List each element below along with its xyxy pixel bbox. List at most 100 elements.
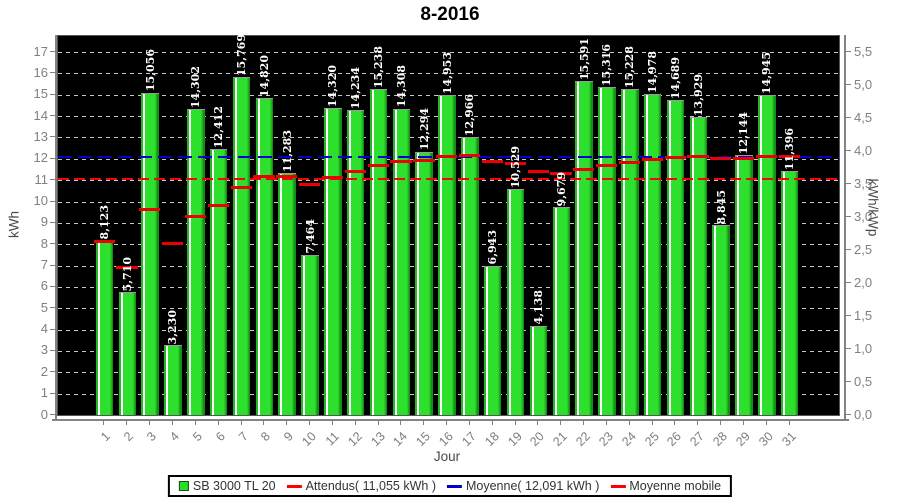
y-axis-right-tick-label: 4,5: [854, 109, 873, 125]
x-axis-tick: [240, 421, 242, 425]
bar-day-16: [438, 94, 456, 415]
bar-value-label: 14,320: [326, 65, 340, 108]
legend-swatch-square: [178, 481, 189, 491]
bar-day-27: [689, 116, 707, 415]
bar-day-11: [324, 108, 342, 415]
moving-average-segment: [733, 156, 755, 160]
y-axis-right-tick-label: 0,0: [854, 406, 873, 422]
x-axis-tick-label: 17: [459, 429, 479, 449]
y-axis-left-tick: [50, 243, 55, 245]
bar-day-6: [209, 149, 228, 415]
x-axis-tick-label: 16: [436, 429, 456, 449]
y-axis-left-tick: [50, 179, 55, 181]
x-axis-tick-label: 18: [481, 429, 502, 449]
x-axis-tick-label: 2: [121, 429, 137, 445]
moving-average-segment: [253, 174, 275, 178]
bar-day-19: [506, 189, 525, 415]
x-axis-tick-label: 25: [641, 429, 662, 449]
bar-day-15: [415, 151, 433, 415]
y-axis-left-tick-label: 10: [33, 193, 48, 208]
bar-value-label: 15,238: [372, 45, 385, 88]
x-axis-tick: [331, 421, 333, 425]
y-axis-right-tick: [846, 84, 851, 85]
x-axis-tick-label: 20: [527, 429, 548, 449]
x-axis-tick: [194, 421, 196, 425]
y-axis-right-tick-label: 5,0: [854, 76, 873, 92]
x-axis-tick: [354, 421, 356, 425]
x-axis-tick: [651, 421, 653, 425]
y-axis-left-tick-label: 5: [40, 299, 48, 315]
bar-value-label: 5,710: [120, 256, 134, 292]
bar-day-24: [621, 88, 639, 415]
y-axis-right-tick: [846, 150, 851, 151]
y-axis-left-tick: [50, 414, 55, 415]
bar-value-label: 15,228: [623, 45, 637, 88]
legend-item-3: Moyenne mobile: [610, 479, 721, 493]
moving-average-segment: [618, 160, 641, 164]
y-axis-right-tick: [846, 51, 851, 52]
y-axis-right-tick: [846, 117, 851, 118]
bar-day-31: [780, 170, 799, 415]
bar-day-2: [118, 292, 136, 415]
x-axis-line: [52, 419, 849, 421]
x-axis-tick-label: 4: [167, 429, 182, 445]
bar-value-label: 15,056: [143, 49, 157, 92]
x-axis-tick-label: 1: [98, 429, 114, 445]
y-axis-left-tick-label: 7: [40, 257, 48, 272]
y-axis-left-tick: [50, 349, 55, 351]
moving-average-segment: [596, 164, 618, 168]
y-axis-right-tick-label: 4,0: [854, 142, 873, 158]
bar-value-label: 14,820: [257, 54, 271, 97]
legend-item-2: Moyenne( 12,091 kWh ): [446, 479, 599, 493]
x-axis-tick: [697, 421, 699, 425]
y-axis-left-tick: [50, 115, 55, 117]
y-axis-right-tick: [846, 348, 851, 349]
y-axis-right-line: [844, 35, 846, 421]
y-axis-left-tick-label: 13: [33, 128, 48, 144]
legend-swatch-line: [446, 484, 462, 488]
x-axis-tick: [149, 421, 151, 425]
x-axis-tick-label: 22: [573, 429, 594, 449]
moving-average-segment: [230, 186, 252, 189]
bar-day-3: [141, 92, 159, 415]
bar-value-label: 12,966: [463, 94, 477, 137]
bar-day-30: [758, 94, 776, 415]
x-axis-tick: [628, 421, 630, 425]
y-axis-left-tick-label: 6: [40, 278, 48, 294]
moving-average-segment: [504, 161, 526, 165]
bar-value-label: 14,234: [349, 67, 363, 110]
y-axis-left-line: [55, 35, 57, 421]
x-axis-tick-label: 13: [367, 429, 388, 449]
y-axis-left-tick-label: 12: [33, 150, 48, 166]
x-axis-tick-label: 23: [596, 429, 616, 449]
legend-swatch-line: [610, 484, 626, 488]
bar-value-label: 14,953: [440, 51, 454, 94]
bar-value-label: 15,591: [577, 38, 591, 81]
legend-swatch-line: [286, 484, 302, 488]
y-axis-left-tick: [50, 371, 55, 373]
legend-item-0: SB 3000 TL 20: [178, 479, 276, 493]
x-axis-tick-label: 14: [390, 429, 411, 449]
y-axis-left-tick: [50, 72, 55, 74]
y-axis-right-tick-label: 0,5: [854, 373, 873, 389]
y-axis-left-tick: [50, 51, 55, 52]
bar-day-28: [712, 225, 730, 415]
y-axis-left-title: kWh: [6, 211, 22, 238]
y-axis-left-tick: [50, 93, 55, 95]
y-axis-left-tick: [50, 264, 55, 266]
moving-average-segment: [162, 242, 184, 245]
bar-value-label: 15,316: [600, 43, 614, 86]
x-axis-tick: [720, 421, 722, 425]
x-axis-tick-label: 26: [664, 429, 685, 449]
x-axis-tick: [605, 421, 607, 425]
y-axis-left-tick-label: 8: [40, 235, 48, 251]
bar-day-29: [735, 154, 753, 415]
bar-day-9: [278, 173, 296, 415]
moving-average-segment: [687, 154, 709, 158]
y-axis-left-tick-label: 17: [33, 43, 48, 59]
bar-value-label: 7,464: [303, 219, 317, 254]
bar-day-21: [552, 207, 570, 415]
x-axis-tick-label: 21: [550, 429, 571, 449]
moving-average-segment: [413, 159, 435, 163]
